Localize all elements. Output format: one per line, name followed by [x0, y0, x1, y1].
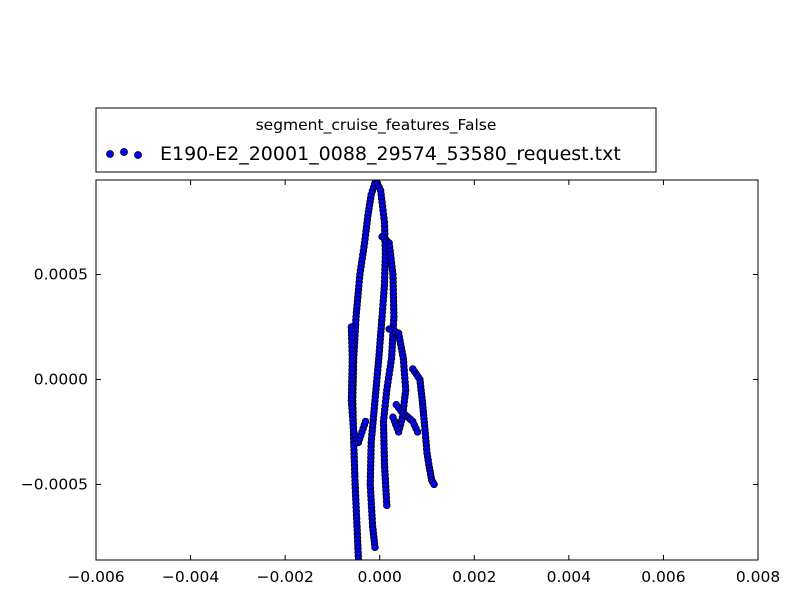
data-point — [389, 413, 397, 421]
data-point — [361, 417, 370, 426]
x-tick-label: 0.008 — [736, 568, 780, 586]
x-tick-label: 0.004 — [547, 568, 591, 586]
y-tick-label: −0.0005 — [21, 475, 88, 493]
legend-box — [95, 107, 657, 173]
data-point — [371, 543, 379, 552]
x-tick-label: −0.002 — [256, 568, 313, 586]
plot-area — [347, 180, 438, 560]
x-tick-label: −0.006 — [67, 568, 124, 586]
x-tick-label: −0.004 — [162, 568, 219, 586]
data-point — [383, 501, 391, 510]
y-tick-label: 0.0005 — [34, 265, 88, 283]
data-points — [347, 180, 438, 560]
x-tick-label: 0.000 — [358, 568, 402, 586]
x-tick-label: 0.002 — [452, 568, 496, 586]
x-tick-label: 0.006 — [641, 568, 685, 586]
legend-entry-label: E190-E2_20001_0088_29574_53580_request.t… — [160, 143, 621, 165]
data-point — [430, 480, 438, 489]
data-point — [413, 428, 422, 436]
axes-frame — [95, 179, 759, 561]
axes: −0.006 −0.004 −0.002 0.000 0.002 0.004 0.006 0.… — [21, 179, 780, 586]
legend: segment_cruise_features_False E190-E2_20… — [95, 107, 657, 173]
y-tick-label: 0.0000 — [34, 370, 88, 388]
legend-title: segment_cruise_features_False — [256, 116, 497, 135]
legend-marker — [106, 148, 142, 159]
